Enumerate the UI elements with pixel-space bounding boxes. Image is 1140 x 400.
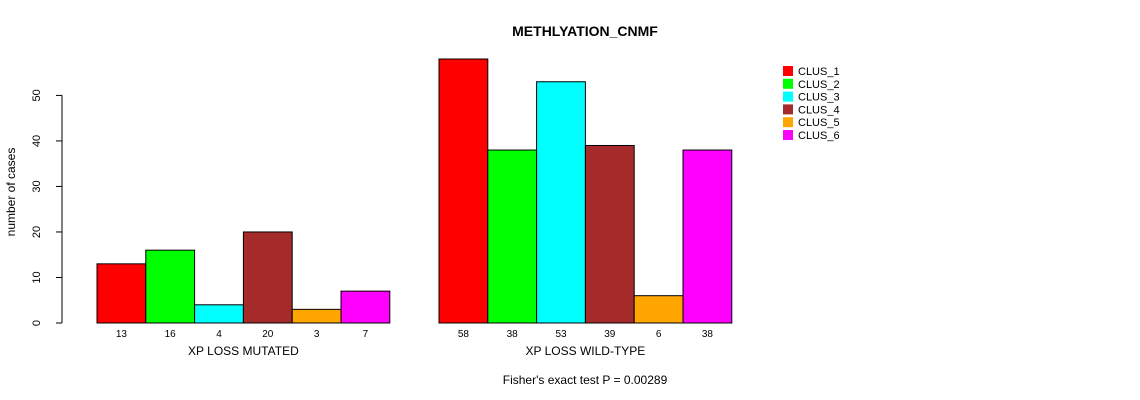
bars: 13 16 4 20 3 7 XP LOSS MUTATED 58 38 53 39 6 38 XP LO… <box>96 58 733 358</box>
bar <box>438 58 489 324</box>
legend-swatch <box>783 104 793 115</box>
bar <box>242 231 293 324</box>
bar <box>584 144 635 324</box>
bar-value-label: 6 <box>656 329 662 340</box>
y-axis: 0 10 20 30 40 50 <box>31 89 63 326</box>
y-tick-label: 40 <box>31 135 43 147</box>
legend-swatch <box>783 91 793 102</box>
bar-value-label: 13 <box>116 329 128 340</box>
bar <box>194 304 244 324</box>
y-axis-label: number of cases <box>4 148 18 237</box>
bar <box>340 290 391 324</box>
fisher-test-note: Fisher's exact test P = 0.00289 <box>503 373 668 387</box>
legend-entry: CLUS_6 <box>798 130 840 142</box>
bar-value-label: 53 <box>555 329 567 340</box>
y-tick-label: 20 <box>31 226 43 238</box>
bar <box>96 263 147 324</box>
bar-value-label: 3 <box>314 329 320 340</box>
legend-entry: CLUS_5 <box>798 117 840 129</box>
group-label: XP LOSS WILD-TYPE <box>525 344 645 358</box>
y-tick-label: 50 <box>31 89 43 101</box>
bar-value-label: 39 <box>604 329 616 340</box>
legend-swatch <box>783 78 793 89</box>
y-tick-label: 30 <box>31 180 43 192</box>
y-tick-label: 10 <box>31 271 43 283</box>
legend-entry: CLUS_1 <box>798 66 840 78</box>
legend-entry: CLUS_2 <box>798 79 840 91</box>
legend-entry: CLUS_4 <box>798 104 840 116</box>
group-label: XP LOSS MUTATED <box>188 344 299 358</box>
bar <box>487 149 538 324</box>
legend-entry: CLUS_3 <box>798 92 840 104</box>
legend-swatch <box>783 117 793 128</box>
bar-value-label: 7 <box>363 329 369 340</box>
bar <box>633 295 684 324</box>
bar <box>682 149 733 324</box>
legend-swatch <box>783 130 793 140</box>
bar <box>145 249 196 324</box>
bar-value-label: 16 <box>165 329 177 340</box>
bar-value-label: 38 <box>702 329 714 340</box>
bar-value-label: 58 <box>458 329 470 340</box>
bar-value-label: 4 <box>216 329 222 340</box>
legend-swatch <box>783 66 793 76</box>
bar-value-label: 20 <box>262 329 274 340</box>
bar <box>291 308 342 324</box>
bar <box>536 81 586 324</box>
bar-value-label: 38 <box>507 329 519 340</box>
y-tick-label: 0 <box>31 320 43 326</box>
chart-title: METHLYATION_CNMF <box>512 23 658 39</box>
